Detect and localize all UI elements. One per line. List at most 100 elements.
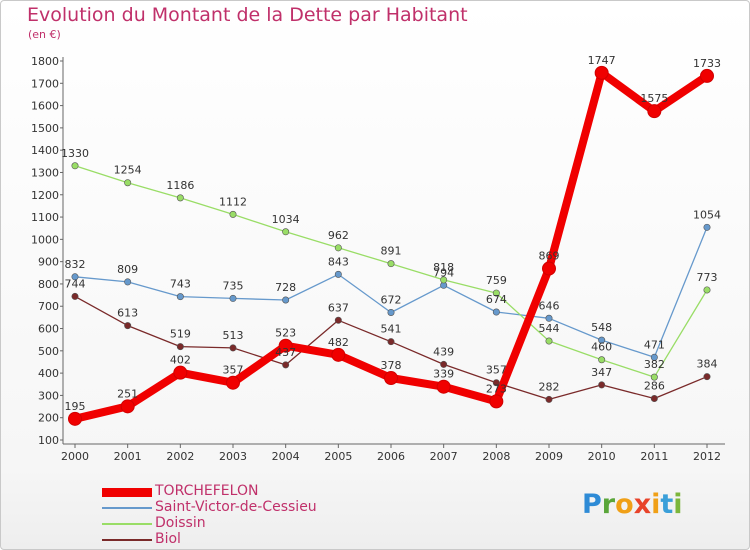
data-label-torchefelon: 402 [170, 354, 191, 367]
data-point-torchefelon [173, 365, 188, 380]
data-label-biol: 282 [539, 380, 560, 393]
x-tick-label: 2009 [535, 450, 563, 463]
data-point-biol [334, 316, 342, 324]
data-point-biol [71, 292, 79, 300]
data-point-saint-victor-de-cessieu [598, 336, 606, 344]
data-label-torchefelon: 1575 [640, 92, 668, 105]
data-label-biol: 637 [328, 301, 349, 314]
x-tick-label: 2011 [640, 450, 668, 463]
data-label-torchefelon: 195 [65, 400, 86, 413]
y-tick-label: 900 [38, 256, 59, 269]
data-point-torchefelon [700, 68, 714, 83]
logo-letter: x [633, 489, 652, 520]
data-label-torchefelon: 378 [381, 359, 402, 372]
data-point-torchefelon [226, 375, 240, 390]
data-label-saint-victor-de-cessieu: 809 [117, 263, 138, 276]
data-point-doissin [124, 179, 132, 187]
axes: 100 200 300 400 500 600 700 800 900 1000 1100 1200 1… [31, 55, 725, 463]
data-point-biol [124, 322, 132, 330]
y-tick-label: 1000 [31, 233, 59, 246]
data-label-torchefelon: 1747 [588, 54, 616, 67]
chart-title: Evolution du Montant de la Dette par Hab… [27, 4, 468, 26]
data-label-saint-victor-de-cessieu: 832 [65, 258, 86, 271]
legend-swatch [102, 488, 152, 497]
data-point-doissin [334, 244, 342, 252]
legend-swatch [102, 523, 152, 525]
data-point-torchefelon [542, 261, 556, 276]
data-label-doissin: 773 [697, 271, 718, 284]
data-label-biol: 744 [65, 277, 86, 290]
data-point-doissin [176, 194, 184, 202]
data-point-doissin [387, 260, 395, 268]
logo-letter: P [582, 489, 602, 520]
data-label-torchefelon: 1733 [693, 57, 721, 70]
data-point-torchefelon [278, 338, 293, 353]
data-label-doissin: 1186 [166, 179, 194, 192]
data-label-torchefelon: 523 [275, 327, 296, 340]
data-point-torchefelon [594, 65, 609, 80]
data-point-doissin [598, 356, 606, 364]
data-label-doissin: 1330 [61, 147, 89, 160]
legend-label: Saint-Victor-de-Cessieu [155, 499, 317, 515]
x-tick-label: 2008 [482, 450, 510, 463]
logo-letter: i [651, 489, 661, 520]
logo-letter: t [660, 489, 674, 520]
y-tick-label: 400 [38, 367, 59, 380]
data-label-torchefelon: 869 [539, 250, 560, 263]
data-point-biol [229, 344, 237, 352]
data-label-biol: 347 [591, 366, 612, 379]
y-tick-label: 1100 [31, 211, 59, 224]
x-tick-label: 2007 [430, 450, 458, 463]
data-label-torchefelon: 339 [433, 368, 454, 381]
data-label-biol: 541 [381, 323, 402, 336]
data-label-doissin: 891 [381, 245, 402, 258]
y-tick-label: 500 [38, 345, 59, 358]
logo-letter: r [601, 489, 616, 520]
x-tick-label: 2001 [114, 450, 142, 463]
data-label-doissin: 382 [644, 358, 665, 371]
data-point-biol [176, 343, 184, 351]
series-points [68, 65, 714, 426]
x-tick-label: 2003 [219, 450, 247, 463]
data-point-doissin [650, 373, 658, 381]
data-label-doissin: 818 [433, 261, 454, 274]
data-point-saint-victor-de-cessieu [176, 293, 184, 301]
y-tick-label: 100 [38, 434, 59, 447]
data-label-doissin: 759 [486, 274, 507, 287]
data-point-saint-victor-de-cessieu [124, 278, 132, 286]
y-tick-label: 300 [38, 389, 59, 402]
y-tick-label: 1600 [31, 100, 59, 113]
data-label-torchefelon: 273 [486, 382, 507, 395]
y-tick-label: 700 [38, 300, 59, 313]
x-tick-label: 2004 [272, 450, 300, 463]
data-point-biol [545, 395, 553, 403]
data-point-biol [650, 395, 658, 403]
data-point-torchefelon [384, 371, 398, 386]
x-tick-label: 2000 [61, 450, 89, 463]
data-label-biol: 437 [275, 346, 296, 359]
x-tick-label: 2010 [588, 450, 616, 463]
y-tick-label: 1300 [31, 166, 59, 179]
data-label-doissin: 962 [328, 229, 349, 242]
data-point-saint-victor-de-cessieu [650, 353, 658, 361]
legend-label: Doissin [155, 515, 206, 531]
data-point-saint-victor-de-cessieu [282, 296, 290, 304]
data-label-biol: 384 [697, 358, 718, 371]
data-label-biol: 286 [644, 380, 665, 393]
legend-label: TORCHEFELON [155, 483, 259, 499]
data-point-biol [703, 373, 711, 381]
proxiti-logo: Proxiti [582, 489, 683, 520]
data-label-torchefelon: 482 [328, 336, 349, 349]
data-label-doissin: 460 [591, 341, 612, 354]
data-point-biol [440, 360, 448, 368]
y-tick-label: 1800 [31, 55, 59, 68]
x-tick-label: 2002 [166, 450, 194, 463]
data-label-torchefelon: 357 [223, 364, 244, 377]
data-label-saint-victor-de-cessieu: 735 [223, 279, 244, 292]
data-label-doissin: 1254 [114, 164, 142, 177]
data-point-biol [492, 379, 500, 387]
series-line-doissin [74, 165, 708, 378]
y-tick-label: 1500 [31, 122, 59, 135]
logo-letter: o [615, 489, 634, 520]
data-point-doissin [440, 276, 448, 284]
